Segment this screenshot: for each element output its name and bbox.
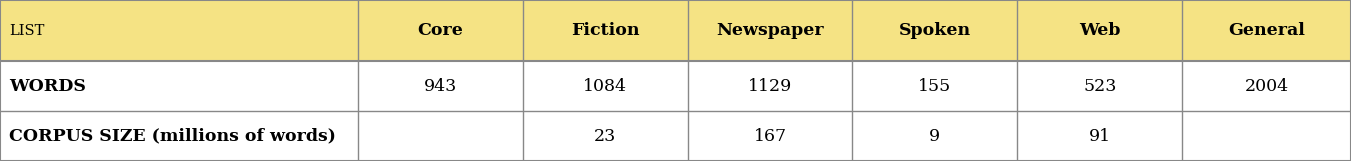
Bar bbox=[523, 111, 688, 161]
Text: General: General bbox=[1228, 22, 1305, 39]
Text: 23: 23 bbox=[594, 128, 616, 145]
Text: Newspaper: Newspaper bbox=[716, 22, 824, 39]
Text: 2004: 2004 bbox=[1244, 78, 1289, 95]
Text: Spoken: Spoken bbox=[898, 22, 971, 39]
Bar bbox=[0, 0, 358, 61]
Text: 1129: 1129 bbox=[748, 78, 792, 95]
Text: 523: 523 bbox=[1084, 78, 1116, 95]
Bar bbox=[688, 111, 852, 161]
Bar bbox=[1017, 61, 1182, 111]
Bar bbox=[1017, 111, 1182, 161]
Text: 943: 943 bbox=[424, 78, 457, 95]
Bar bbox=[523, 61, 688, 111]
Bar bbox=[358, 111, 523, 161]
Text: WORDS: WORDS bbox=[9, 78, 86, 95]
Text: LIST: LIST bbox=[9, 24, 45, 38]
Text: CORPUS SIZE (millions of words): CORPUS SIZE (millions of words) bbox=[9, 128, 336, 145]
Text: 1084: 1084 bbox=[584, 78, 627, 95]
Bar bbox=[852, 61, 1017, 111]
Bar bbox=[852, 111, 1017, 161]
Text: Fiction: Fiction bbox=[571, 22, 639, 39]
Bar bbox=[0, 111, 358, 161]
Bar bbox=[523, 0, 688, 61]
Bar bbox=[1182, 111, 1351, 161]
Bar bbox=[358, 0, 523, 61]
Bar bbox=[688, 61, 852, 111]
Bar bbox=[1182, 0, 1351, 61]
Bar bbox=[852, 0, 1017, 61]
Text: Core: Core bbox=[417, 22, 463, 39]
Bar bbox=[0, 61, 358, 111]
Bar bbox=[1182, 61, 1351, 111]
Text: 155: 155 bbox=[919, 78, 951, 95]
Text: 9: 9 bbox=[929, 128, 940, 145]
Bar bbox=[688, 0, 852, 61]
Text: 167: 167 bbox=[754, 128, 786, 145]
Bar bbox=[1017, 0, 1182, 61]
Text: 91: 91 bbox=[1089, 128, 1111, 145]
Bar bbox=[358, 61, 523, 111]
Text: Web: Web bbox=[1079, 22, 1120, 39]
